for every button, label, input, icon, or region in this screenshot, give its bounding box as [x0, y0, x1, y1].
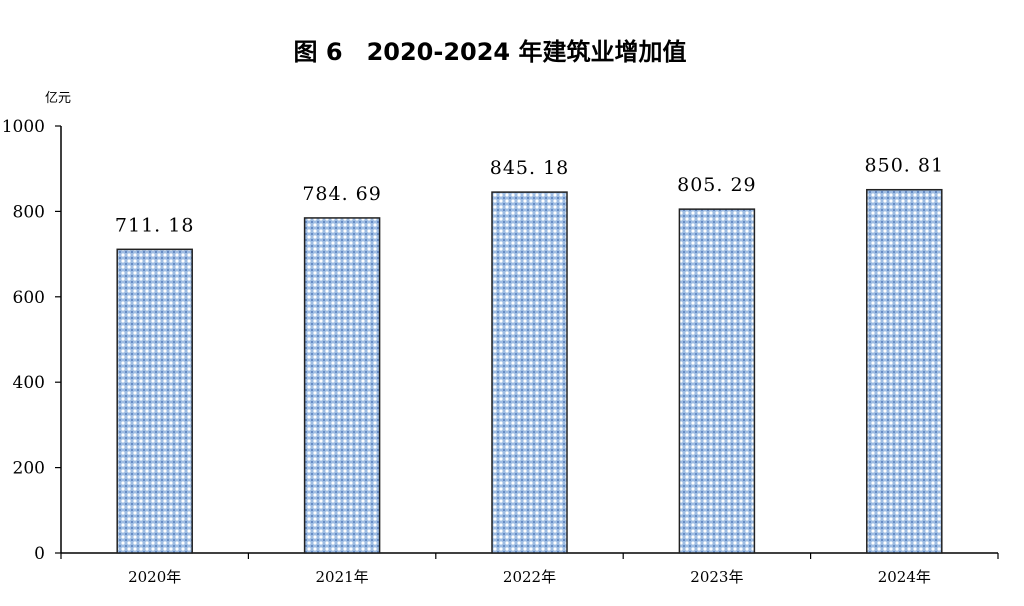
y-tick-label: 800 — [13, 202, 45, 222]
data-label: 711. 18 — [115, 214, 195, 236]
x-tick-label: 2021年 — [316, 568, 369, 586]
bar — [866, 188, 943, 554]
x-tick-label: 2020年 — [128, 568, 181, 586]
x-axis-ticks: 2020年 2021年 2022年 2023年 2024年 — [60, 553, 999, 586]
y-tick-label: 400 — [13, 373, 45, 393]
y-tick-label: 200 — [13, 459, 45, 479]
chart-title: 图 6 2020-2024 年建筑业增加值 — [294, 38, 687, 66]
y-tick-label: 0 — [34, 544, 45, 564]
bar — [116, 248, 193, 554]
y-axis-unit: 亿元 — [45, 91, 71, 106]
y-tick-label: 1000 — [2, 117, 45, 137]
x-tick-label: 2024年 — [878, 568, 931, 586]
bar — [303, 217, 381, 554]
bar — [678, 208, 756, 554]
data-labels-group: 711. 18 784. 69 845. 18 805. 29 850. 81 — [115, 155, 945, 237]
data-label: 805. 29 — [677, 174, 757, 196]
data-label: 850. 81 — [865, 155, 945, 177]
data-label: 784. 69 — [302, 183, 382, 205]
x-tick-label: 2023年 — [690, 568, 743, 586]
data-label: 845. 18 — [490, 157, 570, 179]
bar — [491, 191, 568, 554]
bars-group — [116, 188, 943, 554]
y-tick-label: 600 — [13, 288, 45, 308]
y-axis-ticks: 0 200 400 600 800 1000 — [2, 117, 61, 564]
x-tick-label: 2022年 — [503, 568, 556, 586]
